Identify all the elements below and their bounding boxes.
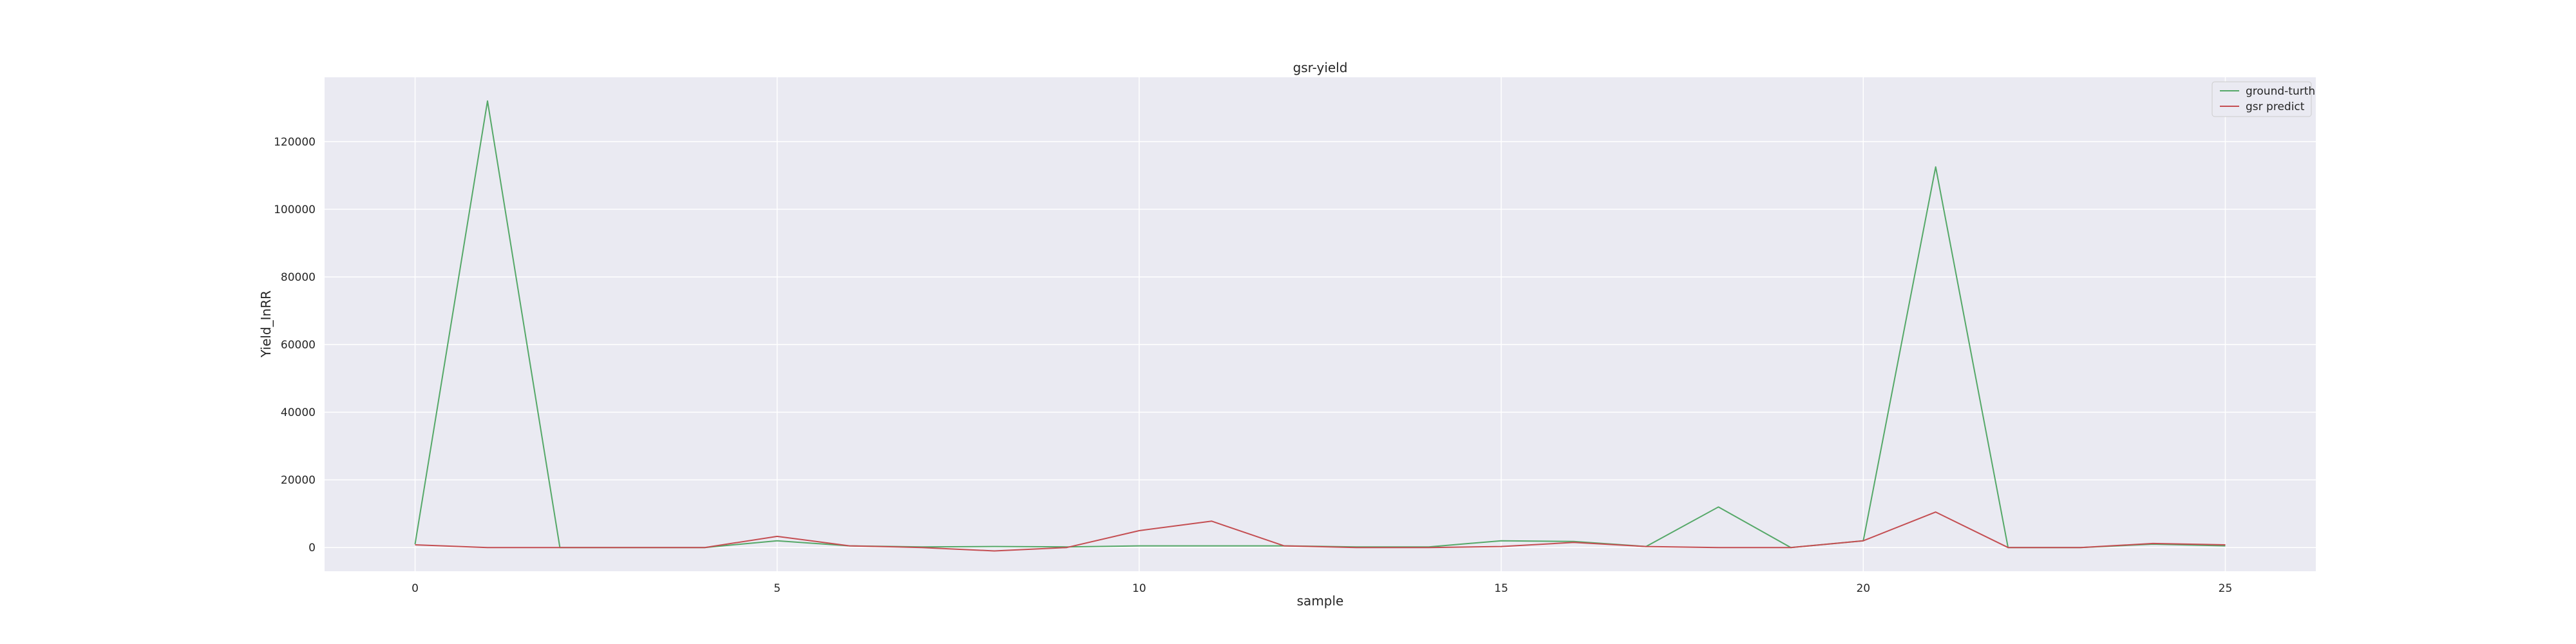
series-line-gsr-predict xyxy=(415,511,2226,552)
y-tick-label: 0 xyxy=(308,542,316,554)
x-tick-label: 0 xyxy=(412,582,419,595)
y-tick-label: 120000 xyxy=(274,136,316,149)
legend-label-gsr-predict: gsr predict xyxy=(2246,100,2305,113)
y-tick-label: 80000 xyxy=(281,271,316,284)
y-tick-labels: 0 20000 40000 60000 80000 100000 120000 xyxy=(274,136,316,554)
y-tick-label: 60000 xyxy=(281,339,316,352)
chart-title: gsr-yield xyxy=(1293,60,1348,75)
x-tick-label: 20 xyxy=(1856,582,1870,595)
x-tick-label: 15 xyxy=(1494,582,1508,595)
series-lines xyxy=(414,100,2226,552)
x-tick-label: 10 xyxy=(1132,582,1146,595)
y-tick-label: 40000 xyxy=(281,406,316,419)
plot-background xyxy=(325,77,2316,571)
legend-label-ground-turth: ground-turth xyxy=(2246,85,2315,98)
x-tick-label: 5 xyxy=(773,582,781,595)
y-tick-label: 100000 xyxy=(274,204,316,216)
legend: ground-turth gsr predict xyxy=(2211,81,2315,117)
y-tick-label: 20000 xyxy=(281,474,316,487)
x-axis-label: sample xyxy=(1297,593,1344,609)
y-axis-label: Yield_InRR xyxy=(258,290,274,358)
x-tick-labels: 0 5 10 15 20 25 xyxy=(412,582,2232,595)
x-tick-label: 25 xyxy=(2219,582,2233,595)
